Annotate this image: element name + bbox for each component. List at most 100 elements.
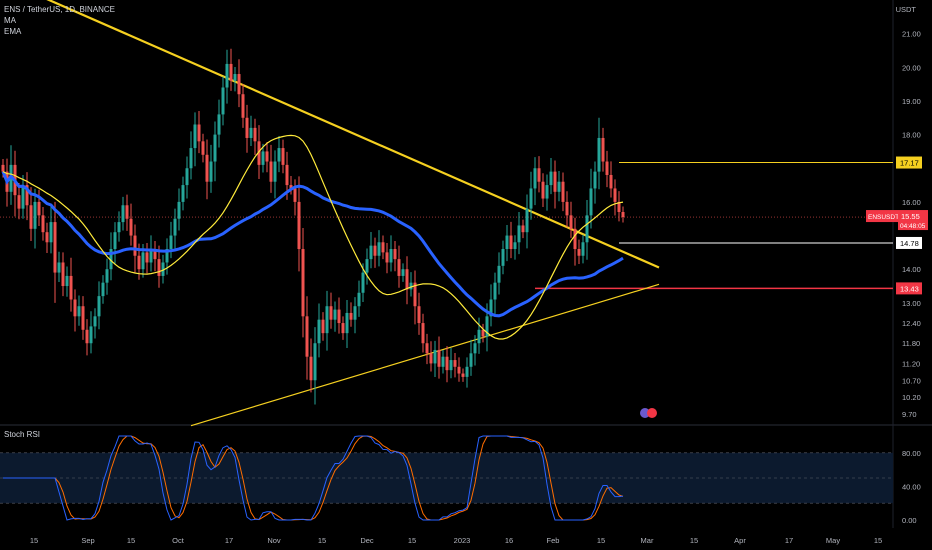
candle-body	[177, 201, 181, 219]
candle-body	[325, 306, 329, 334]
candle-body	[341, 323, 345, 334]
candle-body	[549, 171, 553, 186]
ma-indicator-label[interactable]: MA	[4, 16, 16, 25]
rsi-tick-label: 80.00	[902, 449, 921, 458]
candle-body	[233, 74, 237, 81]
price-tick-label: 11.80	[902, 339, 920, 348]
candle-body	[497, 265, 501, 283]
candle-body	[253, 127, 257, 142]
time-tick-label: 17	[785, 536, 793, 545]
ema-indicator-label[interactable]: EMA	[4, 27, 22, 36]
ticker-label: ENSUSDT	[868, 214, 899, 221]
candle-body	[401, 269, 405, 276]
candle-body	[25, 185, 29, 206]
candle-body	[569, 215, 573, 229]
time-tick-label: 16	[505, 536, 513, 545]
candle-body	[525, 208, 529, 233]
rsi-k-line	[3, 435, 624, 521]
candle-body	[121, 205, 125, 223]
candle-body	[301, 249, 305, 317]
candle-body	[45, 232, 49, 243]
candle-body	[61, 262, 65, 287]
time-tick-label: Feb	[547, 536, 560, 545]
price-tick-label: 20.00	[902, 63, 921, 72]
price-tick-label: 18.00	[902, 131, 921, 140]
candle-body	[17, 195, 21, 209]
horizontal-levels	[0, 162, 893, 290]
price-tick-label: 19.00	[902, 97, 921, 106]
candle-body	[197, 124, 201, 142]
candle-body	[453, 360, 457, 367]
candle-body	[329, 306, 333, 320]
price-axis: 21.00 20.00 19.00 18.00 16.00 14.00 13.00 12.40…	[902, 30, 921, 419]
level-mid-label: 14.78	[900, 239, 919, 248]
candle-body	[261, 151, 265, 165]
candle-body	[589, 188, 593, 216]
candle-body	[257, 141, 261, 165]
candle-body	[449, 360, 453, 371]
candle-body	[457, 366, 461, 374]
time-tick-label: 15	[690, 536, 698, 545]
candle-body	[533, 168, 537, 189]
candle-body	[49, 222, 53, 243]
candle-body	[585, 215, 589, 243]
candle-body	[461, 373, 465, 377]
level-low-label: 13.43	[900, 284, 919, 293]
candle-body	[333, 309, 337, 320]
candle-body	[597, 137, 601, 172]
time-tick-label: 15	[408, 536, 416, 545]
stoch-rsi-panel: 80.00 40.00 0.00	[0, 435, 921, 525]
price-tick-label: 16.00	[902, 198, 921, 207]
stoch-rsi-title[interactable]: Stoch RSI	[4, 430, 41, 439]
candle-body	[153, 249, 157, 260]
candle-body	[1, 164, 5, 172]
candle-body	[81, 306, 85, 330]
candle-body	[193, 124, 197, 149]
time-axis: 15 Sep 15 Oct 17 Nov 15 Dec 15 2023 16 Feb 15 Mar 15 Ap…	[30, 408, 882, 545]
candle-body	[269, 161, 273, 182]
price-tick-label: 14.00	[902, 265, 921, 274]
event-icon[interactable]	[647, 408, 657, 418]
candle-body	[577, 249, 581, 256]
time-tick-label: May	[826, 536, 840, 545]
candle-body	[377, 242, 381, 256]
candle-body	[349, 312, 353, 320]
price-tick-label: 13.00	[902, 299, 921, 308]
candle-body	[77, 306, 81, 317]
event-icon[interactable]	[640, 408, 650, 418]
time-tick-label: Sep	[81, 536, 94, 545]
time-tick-label: Oct	[172, 536, 185, 545]
candle-body	[397, 259, 401, 276]
ema-line	[2, 134, 624, 340]
candle-body	[265, 151, 269, 162]
candle-body	[93, 316, 97, 327]
price-tick-label: 10.20	[902, 393, 921, 402]
price-tick-label: 10.70	[902, 376, 921, 385]
candle-body	[237, 74, 241, 95]
candle-body	[321, 319, 325, 334]
candle-body	[405, 269, 409, 290]
candle-body	[541, 181, 545, 199]
symbol-title[interactable]: ENS / TetherUS, 1D, BINANCE	[4, 5, 115, 14]
candle-body	[437, 349, 441, 367]
candle-body	[165, 249, 169, 263]
rsi-tick-label: 0.00	[902, 516, 917, 525]
time-tick-label: Nov	[267, 536, 281, 545]
candle-body	[337, 309, 341, 324]
candle-body	[345, 312, 349, 334]
candle-body	[513, 242, 517, 250]
candle-body	[313, 343, 317, 381]
candle-body	[273, 161, 277, 182]
candle-body	[573, 228, 577, 250]
candle-body	[601, 137, 605, 162]
candle-body	[181, 185, 185, 202]
candle-body	[41, 215, 45, 233]
candle-body	[129, 218, 133, 236]
candle-body	[201, 141, 205, 155]
level-high-label: 17.17	[900, 159, 919, 168]
candle-body	[97, 296, 101, 317]
price-tick-label: 9.70	[902, 410, 917, 419]
time-tick-label: 15	[127, 536, 135, 545]
candle-body	[529, 188, 533, 209]
